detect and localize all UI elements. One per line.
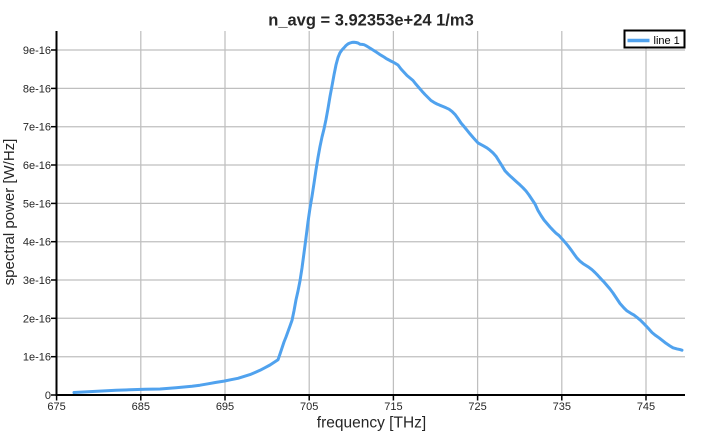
svg-text:0: 0: [45, 390, 51, 402]
svg-text:3e-16: 3e-16: [23, 275, 51, 287]
svg-text:8e-16: 8e-16: [23, 83, 51, 95]
svg-text:725: 725: [468, 401, 486, 413]
svg-text:7e-16: 7e-16: [23, 122, 51, 134]
svg-text:695: 695: [216, 401, 234, 413]
svg-text:frequency [THz]: frequency [THz]: [317, 415, 426, 432]
svg-text:6e-16: 6e-16: [23, 160, 51, 172]
svg-text:675: 675: [47, 401, 65, 413]
svg-text:n_avg = 3.92353e+24 1/m3: n_avg = 3.92353e+24 1/m3: [268, 12, 474, 30]
svg-text:1e-16: 1e-16: [23, 352, 51, 364]
svg-text:735: 735: [553, 401, 571, 413]
svg-text:4e-16: 4e-16: [23, 237, 51, 249]
svg-text:2e-16: 2e-16: [23, 313, 51, 325]
svg-text:745: 745: [637, 401, 655, 413]
svg-text:9e-16: 9e-16: [23, 45, 51, 57]
svg-text:line 1: line 1: [654, 35, 680, 47]
svg-text:5e-16: 5e-16: [23, 198, 51, 210]
svg-text:spectral power [W/Hz]: spectral power [W/Hz]: [1, 139, 18, 286]
svg-text:715: 715: [384, 401, 402, 413]
svg-text:685: 685: [132, 401, 150, 413]
svg-text:705: 705: [300, 401, 318, 413]
